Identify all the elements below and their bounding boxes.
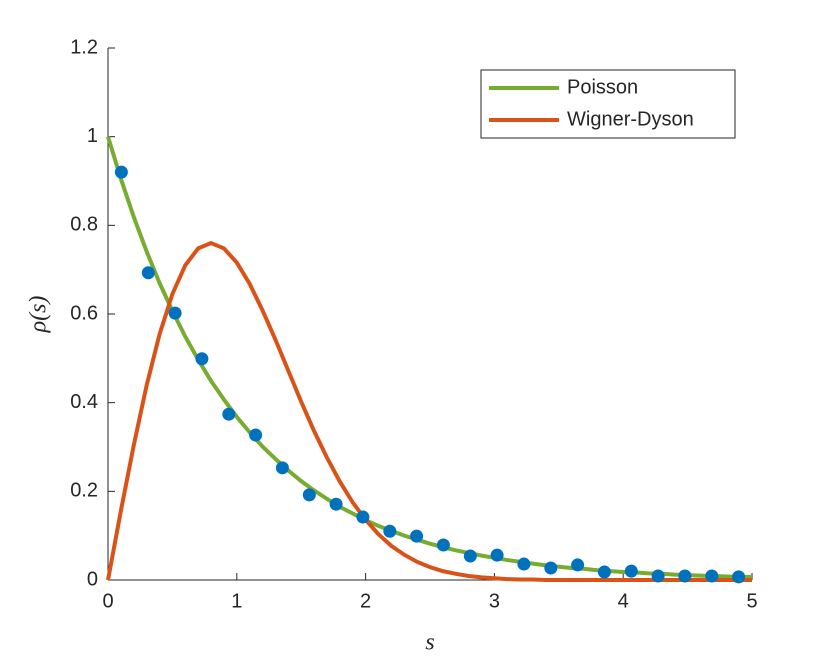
scatter-point [249, 428, 263, 442]
legend-label: Wigner-Dyson [567, 108, 694, 130]
scatter-point [383, 524, 397, 538]
y-axis-label: ρ(s) [26, 296, 52, 334]
y-tick-label: 0.2 [70, 480, 98, 502]
scatter-point [329, 497, 343, 511]
scatter-point [732, 570, 746, 584]
x-axis-label: s [425, 630, 434, 656]
x-tick-label: 2 [360, 590, 371, 612]
scatter-point [571, 558, 585, 572]
y-tick-label: 0.6 [70, 302, 98, 324]
y-tick-label: 1.2 [70, 36, 98, 58]
y-tick-label: 0.8 [70, 214, 98, 236]
scatter-point [356, 510, 370, 524]
legend-label: Poisson [567, 76, 638, 98]
line-series [106, 240, 752, 582]
scatter-point [302, 488, 316, 502]
y-tick-label: 0.4 [70, 391, 98, 413]
scatter-point [141, 266, 155, 280]
scatter-point [463, 549, 477, 563]
scatter-point [678, 569, 692, 583]
scatter-point [222, 407, 236, 421]
scatter-point [436, 538, 450, 552]
scatter-point [624, 564, 638, 578]
scatter-point [517, 557, 531, 571]
scatter-point [275, 461, 289, 475]
scatter-point [168, 306, 182, 320]
scatter-point [597, 565, 611, 579]
scatter-point [705, 569, 719, 583]
x-tick-label: 5 [746, 590, 757, 612]
x-tick-label: 3 [489, 590, 500, 612]
x-tick-label: 1 [231, 590, 242, 612]
scatter-point [195, 352, 209, 366]
scatter-point [544, 561, 558, 575]
x-tick-label: 0 [102, 590, 113, 612]
scatter-point [114, 165, 128, 179]
y-tick-label: 1 [87, 125, 98, 147]
scatter-point [651, 569, 665, 583]
y-tick-label: 0 [87, 568, 98, 590]
scatter-point [410, 529, 424, 543]
legend-box [480, 69, 736, 139]
x-tick-label: 4 [618, 590, 629, 612]
scatter-point [490, 548, 504, 562]
line-series [106, 136, 752, 579]
